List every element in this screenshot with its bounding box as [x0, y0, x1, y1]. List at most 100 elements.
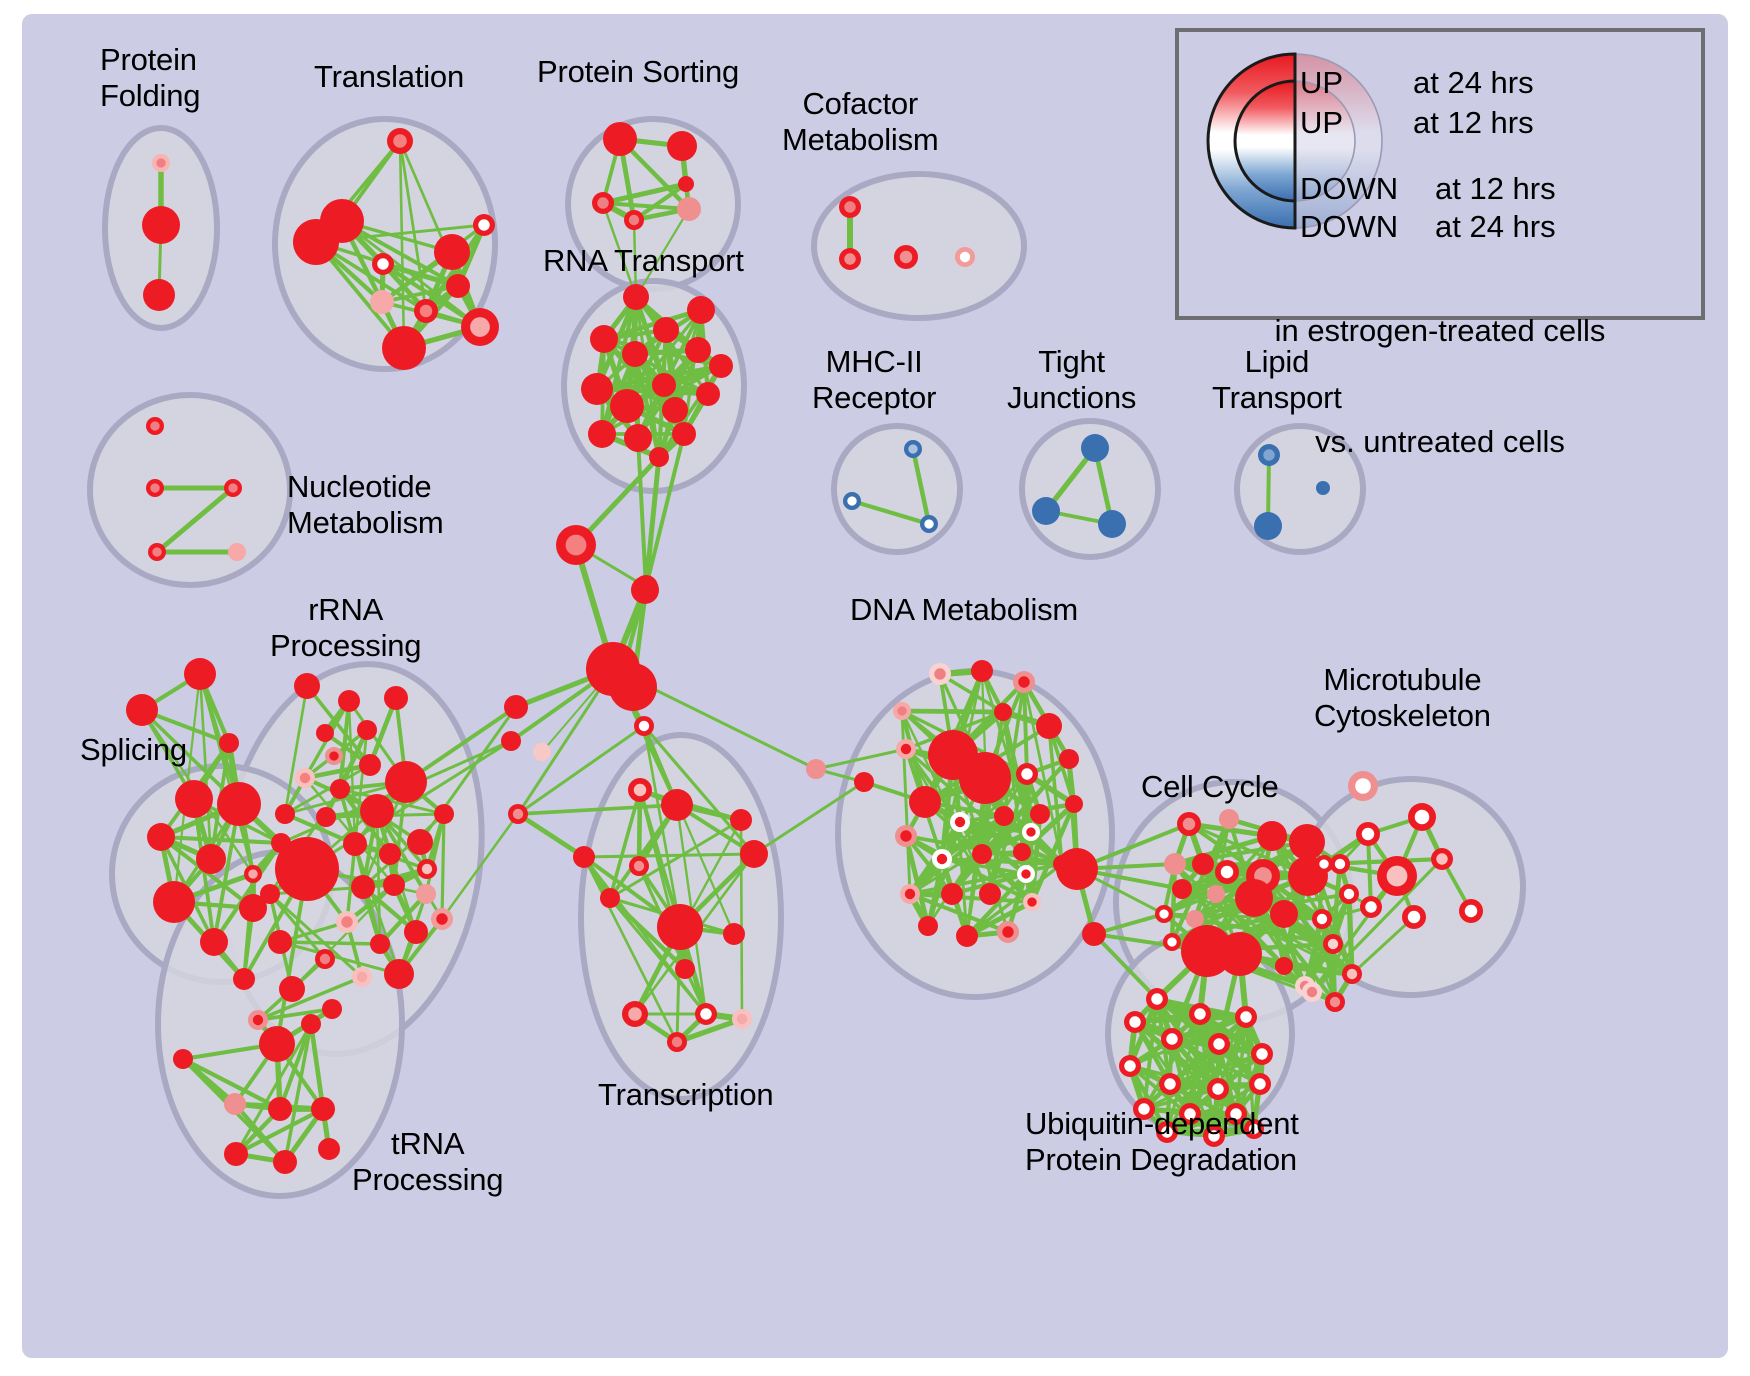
network-node [1235, 879, 1273, 917]
network-node [854, 772, 874, 792]
network-node [672, 422, 696, 446]
network-node [1082, 922, 1106, 946]
network-node [1315, 855, 1333, 873]
network-node [677, 197, 701, 221]
network-node [1377, 856, 1417, 896]
network-edge [752, 780, 866, 856]
network-edge [198, 672, 213, 861]
network-node [219, 733, 239, 753]
network-node [446, 274, 470, 298]
network-edge [1311, 875, 1398, 993]
network-node [1163, 933, 1181, 951]
cluster-label-protein-sorting: Protein Sorting [537, 54, 740, 89]
network-node [1203, 1125, 1225, 1147]
network-edge [338, 787, 446, 816]
network-node [382, 326, 426, 370]
network-node [311, 1097, 335, 1121]
network-node [609, 663, 657, 711]
cluster-label-microtubule-cytoskeleton: Microtubule Cytoskeleton [1314, 662, 1491, 733]
network-node [1022, 823, 1040, 841]
network-edge [939, 856, 1065, 867]
network-edge [607, 895, 688, 972]
network-node [343, 832, 367, 856]
network-edge [1092, 932, 1159, 1001]
network-node [196, 844, 226, 874]
network-node [473, 214, 495, 236]
network-node [1023, 893, 1041, 911]
network-edge [380, 223, 486, 304]
network-edge [1169, 861, 1178, 945]
network-node [370, 290, 394, 314]
network-node [295, 768, 315, 788]
network-node [325, 747, 343, 765]
network-node [143, 279, 175, 311]
network-node [971, 660, 993, 682]
network-node [634, 716, 654, 736]
network-edge [657, 364, 723, 459]
network-node [322, 999, 342, 1019]
network-node [1156, 1121, 1178, 1143]
network-node [1244, 1119, 1264, 1139]
network-node [929, 663, 951, 685]
network-node [1189, 1003, 1211, 1025]
network-node [146, 479, 164, 497]
network-node [1235, 1006, 1257, 1028]
network-node [1270, 900, 1298, 928]
network-edge [256, 1007, 334, 1022]
network-edge [1165, 1082, 1262, 1134]
network-node [1312, 909, 1332, 929]
network-node [501, 731, 521, 751]
network-node [318, 1138, 340, 1160]
network-edge [256, 975, 364, 1022]
network-node [1207, 1078, 1229, 1100]
network-node [184, 658, 216, 690]
cluster-label-ubiquitin-degradation: Ubiquitin-dependent Protein Degradation [1025, 1106, 1299, 1177]
network-node [200, 928, 228, 956]
network-node [932, 849, 952, 869]
network-node [994, 703, 1012, 721]
network-node [628, 778, 652, 802]
network-node [293, 219, 339, 265]
network-node [1249, 1073, 1271, 1095]
network-node [1017, 865, 1035, 883]
network-node [330, 779, 350, 799]
network-node [407, 829, 433, 855]
network-node [1339, 884, 1359, 904]
network-node [372, 253, 394, 275]
legend-caption-line2: vs. untreated cells [1315, 424, 1565, 459]
network-node [1225, 1103, 1247, 1125]
network-node [806, 759, 826, 779]
legend-caption: in estrogen-treated cells vs. untreated … [1179, 238, 1701, 534]
network-edge [600, 200, 692, 212]
network-edge [903, 833, 931, 929]
network-edge [440, 812, 520, 921]
network-edge [634, 207, 691, 299]
network-node [126, 694, 158, 726]
network-node [843, 492, 861, 510]
network-edge [233, 1106, 326, 1157]
network-node [667, 131, 697, 161]
network-node [248, 1010, 268, 1030]
cluster-label-splicing: Splicing [80, 732, 187, 767]
cluster-hull-mhc-ii-receptor [831, 423, 963, 555]
network-node [336, 911, 358, 933]
legend-state-0: UP [1300, 65, 1344, 100]
network-node [316, 724, 334, 742]
network-edge [1330, 861, 1343, 947]
network-node [909, 786, 941, 818]
network-node [1146, 988, 1168, 1010]
network-node [224, 1142, 248, 1166]
network-node [142, 206, 180, 244]
network-edge [180, 1056, 283, 1112]
network-node [244, 865, 262, 883]
network-edge [345, 842, 357, 924]
network-node [657, 904, 703, 950]
network-edge [964, 871, 1029, 939]
network-node [918, 916, 938, 936]
network-edge [1022, 680, 1029, 776]
network-edge [903, 833, 955, 897]
network-node [1013, 843, 1031, 861]
network-node [920, 515, 938, 533]
network-node [904, 440, 922, 458]
network-edge [601, 307, 704, 342]
